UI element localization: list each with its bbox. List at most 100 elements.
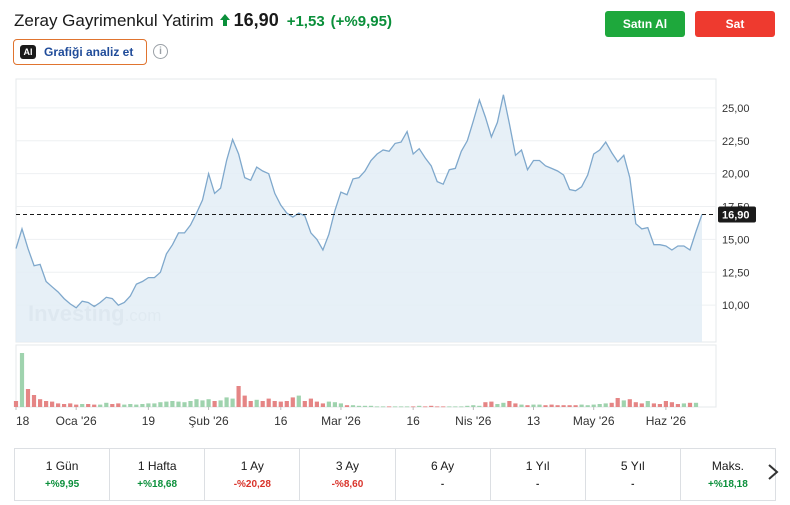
volume-bar: [633, 402, 638, 407]
performance-cell[interactable]: 5 Yıl -: [586, 449, 681, 500]
x-axis: 18 Oca '26 19 Şub '26 16 Mar '26 16 Nis '26 13 Ma…: [15, 407, 687, 428]
volume-bar: [224, 397, 229, 407]
current-price-tag: [718, 206, 756, 223]
volume-bar: [447, 406, 452, 408]
volume-bar: [525, 405, 530, 407]
y-tick-label: 20,00: [722, 169, 750, 181]
x-tick-label: Şub '26: [188, 414, 229, 428]
volume-bar: [92, 404, 97, 407]
volume-bar: [585, 405, 590, 407]
performance-value: +%18,18: [708, 479, 748, 490]
volume-bar: [459, 406, 464, 408]
volume-bar: [80, 404, 85, 407]
volume-bar: [399, 406, 404, 408]
performance-cell[interactable]: 1 Hafta +%18,68: [110, 449, 206, 500]
performance-value: -: [631, 479, 635, 490]
volume-bar: [218, 400, 223, 407]
volume-bar: [68, 403, 73, 407]
y-tick-label: 15,00: [722, 234, 750, 246]
performance-cell[interactable]: 1 Ay -%20,28: [205, 449, 301, 500]
volume-bar: [429, 405, 434, 407]
performance-value: -: [536, 479, 540, 490]
stock-name: Zeray Gayrimenkul Yatirim: [14, 11, 214, 30]
volume-bar: [344, 405, 350, 407]
volume-bar: [381, 406, 386, 408]
performance-period: 5 Yıl: [620, 459, 645, 473]
volume-bar: [657, 404, 662, 407]
x-tick-label: Haz '26: [646, 414, 687, 428]
performance-period: 1 Hafta: [137, 459, 177, 473]
x-tick-label: Oca '26: [56, 414, 97, 428]
volume-bar: [260, 401, 265, 407]
volume-bar: [368, 405, 374, 407]
volume-bar: [681, 403, 686, 407]
volume-bar: [200, 400, 205, 407]
volume-bar: [362, 405, 368, 407]
price-change: +1,53: [286, 13, 325, 30]
volume-bar: [537, 404, 542, 407]
volume-bar: [543, 405, 548, 407]
performance-value: -: [440, 479, 445, 490]
volume-bar: [206, 399, 211, 407]
volume-bar: [272, 401, 277, 407]
volume-bar: [350, 405, 356, 407]
price-chart[interactable]: Investing.com 25,0022,5020,0017,5015,001…: [0, 75, 790, 435]
volume-bar: [278, 401, 283, 407]
performance-period: Maks.: [711, 459, 744, 473]
analyze-chart-button[interactable]: AI Grafiği analiz et: [13, 39, 147, 65]
sell-button[interactable]: Sat: [695, 11, 775, 37]
performance-value: -%8,60: [331, 479, 364, 490]
volume-bar: [495, 404, 500, 407]
volume-bar: [13, 401, 19, 407]
performance-period: 6 Ay: [430, 459, 455, 473]
volume-bar: [104, 402, 109, 407]
performance-bar: 1 Gün +%9,95 1 Hafta +%18,68 1 Ay -%20,28 3 Ay…: [14, 448, 776, 501]
performance-cell[interactable]: Maks. +%18,18: [681, 449, 775, 500]
y-tick-label: 22,50: [722, 136, 750, 148]
volume-bar: [411, 406, 416, 408]
y-tick-label: 12,50: [722, 267, 750, 279]
x-tick-label: 16: [406, 414, 420, 428]
volume-bar: [387, 406, 392, 408]
volume-bar: [31, 395, 37, 407]
volume-bar: [38, 399, 43, 407]
performance-cell[interactable]: 1 Yıl -: [491, 449, 586, 500]
volume-bar: [50, 401, 55, 407]
volume-bar: [86, 404, 91, 407]
volume-bar: [320, 403, 325, 407]
volume-bar: [74, 404, 79, 407]
x-tick-label: Mar '26: [321, 414, 361, 428]
chevron-right-icon[interactable]: [766, 462, 780, 482]
performance-cell[interactable]: 3 Ay -%8,60: [300, 449, 396, 500]
volume-bar: [326, 401, 331, 407]
volume-bar: [194, 399, 199, 407]
price-chart-svg[interactable]: Investing.com 25,0022,5020,0017,5015,001…: [0, 75, 790, 435]
price-change-percent: (+%9,95): [330, 13, 392, 30]
volume-bar: [471, 405, 476, 407]
analyze-chart-label: Grafiği analiz et: [44, 45, 134, 59]
buy-button[interactable]: Satın Al: [605, 11, 685, 37]
volume-bar: [308, 398, 313, 407]
volume-bar: [663, 401, 668, 407]
volume-bars: [13, 353, 699, 408]
volume-bar: [188, 401, 193, 407]
performance-cell[interactable]: 6 Ay -: [396, 449, 491, 500]
volume-bar: [621, 400, 626, 407]
info-icon[interactable]: i: [153, 44, 168, 59]
volume-bar: [501, 402, 506, 407]
volume-bar: [393, 406, 398, 408]
volume-bar: [441, 406, 446, 408]
volume-bar: [302, 401, 307, 407]
volume-bar: [266, 398, 271, 407]
arrow-up-icon: [219, 14, 230, 26]
volume-bar: [116, 403, 121, 407]
volume-bar: [405, 406, 410, 408]
volume-bar: [417, 405, 422, 407]
volume-bar: [236, 386, 241, 407]
performance-cell[interactable]: 1 Gün +%9,95: [15, 449, 111, 500]
volume-bar: [591, 404, 596, 407]
volume-bar: [603, 403, 608, 407]
volume-bar: [284, 401, 289, 407]
y-tick-label: 25,00: [722, 103, 750, 115]
